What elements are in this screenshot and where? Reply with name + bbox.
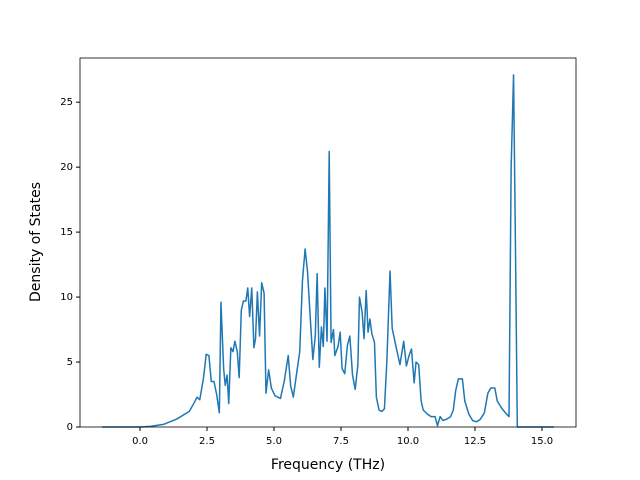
x-axis-label: Frequency (THz) — [271, 457, 385, 473]
x-tick-label: 2.5 — [199, 436, 215, 447]
y-tick-label: 15 — [60, 227, 73, 238]
y-tick-label: 20 — [60, 162, 73, 173]
x-tick-label: 15.0 — [531, 436, 553, 447]
x-tick-label: 12.5 — [464, 436, 486, 447]
y-tick-label: 5 — [67, 357, 73, 368]
y-tick-label: 0 — [67, 422, 73, 433]
y-tick-label: 10 — [60, 292, 73, 303]
y-axis-label: Density of States — [28, 182, 44, 302]
y-tick-label: 25 — [60, 97, 73, 108]
x-tick-label: 10.0 — [397, 436, 419, 447]
line — [101, 74, 555, 428]
x-tick-label: 5.0 — [266, 436, 282, 447]
plot-frame — [79, 57, 577, 428]
x-tick-label: 7.5 — [333, 436, 349, 447]
x-tick-label: 0.0 — [132, 436, 148, 447]
